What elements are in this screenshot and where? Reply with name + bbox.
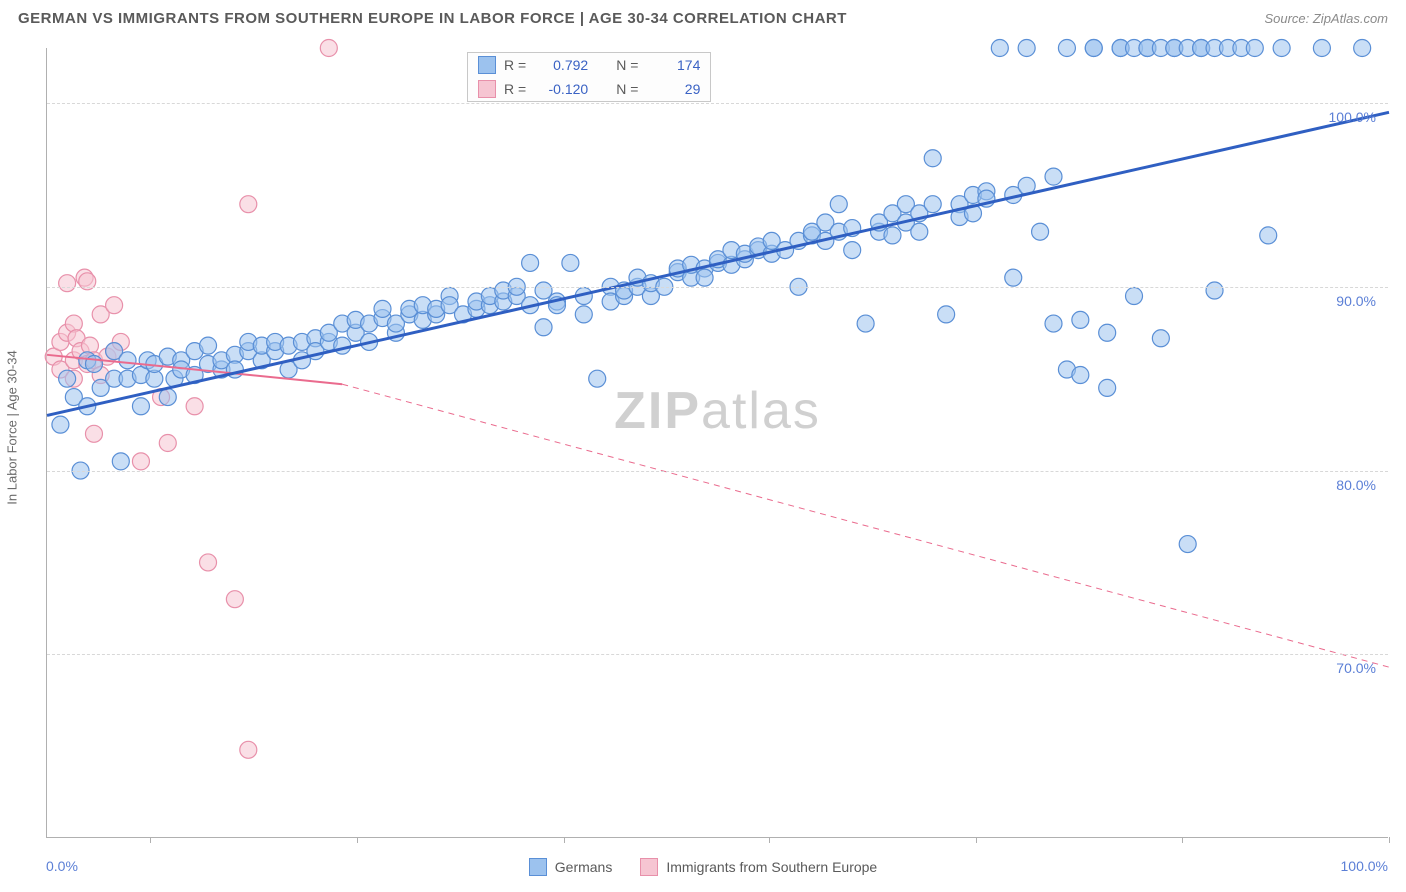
x-tick [564,837,565,843]
data-point-series2 [226,591,243,608]
data-point-series1 [1354,40,1371,57]
data-point-series1 [1152,330,1169,347]
legend: Germans Immigrants from Southern Europe [0,858,1406,876]
data-point-series1 [1206,282,1223,299]
data-point-series1 [1018,40,1035,57]
data-point-series1 [1045,315,1062,332]
data-point-series1 [844,242,861,259]
data-point-series1 [1032,223,1049,240]
x-tick [1389,837,1390,843]
y-tick-label: 80.0% [1336,477,1376,493]
data-point-series1 [938,306,955,323]
data-point-series1 [562,254,579,271]
data-point-series1 [1099,324,1116,341]
data-point-series1 [1085,40,1102,57]
trend-line-series2-dash [342,384,1389,667]
data-point-series1 [159,389,176,406]
x-tick [976,837,977,843]
data-point-series2 [132,453,149,470]
y-tick-label: 100.0% [1329,109,1376,125]
data-point-series1 [1058,40,1075,57]
data-point-series1 [522,254,539,271]
data-point-series2 [85,425,102,442]
data-point-series1 [112,453,129,470]
x-tick [357,837,358,843]
gridline [47,103,1388,104]
chart-plot-area: ZIPatlas R = 0.792 N = 174 R = -0.120 N … [46,48,1388,838]
data-point-series1 [575,306,592,323]
data-point-series2 [200,554,217,571]
y-tick-label: 90.0% [1336,293,1376,309]
data-point-series1 [1260,227,1277,244]
swatch-series1-icon [529,858,547,876]
data-point-series1 [119,352,136,369]
x-tick [150,837,151,843]
data-point-series1 [1099,379,1116,396]
trend-line-series1 [47,112,1389,415]
data-point-series1 [52,416,69,433]
data-point-series2 [240,196,257,213]
x-tick [1182,837,1183,843]
gridline [47,471,1388,472]
legend-item-series2: Immigrants from Southern Europe [640,858,877,876]
y-axis-label: In Labor Force | Age 30-34 [5,350,20,504]
data-point-series2 [320,40,337,57]
data-point-series1 [1072,367,1089,384]
data-point-series2 [59,275,76,292]
data-point-series2 [65,315,82,332]
data-point-series1 [830,196,847,213]
data-point-series1 [696,269,713,286]
data-point-series1 [1273,40,1290,57]
data-point-series1 [200,337,217,354]
data-point-series1 [911,223,928,240]
x-tick [769,837,770,843]
data-point-series1 [857,315,874,332]
data-point-series1 [59,370,76,387]
data-point-series2 [106,297,123,314]
data-point-series1 [884,227,901,244]
scatter-svg [47,48,1388,837]
data-point-series1 [1313,40,1330,57]
gridline [47,654,1388,655]
data-point-series1 [1005,269,1022,286]
data-point-series1 [374,300,391,317]
gridline [47,287,1388,288]
source-attribution: Source: ZipAtlas.com [1264,11,1388,26]
data-point-series1 [1246,40,1263,57]
data-point-series2 [186,398,203,415]
data-point-series1 [1179,536,1196,553]
data-point-series1 [589,370,606,387]
data-point-series1 [535,319,552,336]
chart-title: GERMAN VS IMMIGRANTS FROM SOUTHERN EUROP… [18,10,847,27]
data-point-series1 [1126,288,1143,305]
data-point-series1 [1072,311,1089,328]
swatch-series2-icon [640,858,658,876]
data-point-series2 [240,741,257,758]
data-point-series1 [924,150,941,167]
data-point-series1 [924,196,941,213]
data-point-series1 [1045,168,1062,185]
legend-item-series1: Germans [529,858,613,876]
data-point-series2 [159,435,176,452]
data-point-series1 [132,398,149,415]
data-point-series1 [991,40,1008,57]
y-tick-label: 70.0% [1336,660,1376,676]
